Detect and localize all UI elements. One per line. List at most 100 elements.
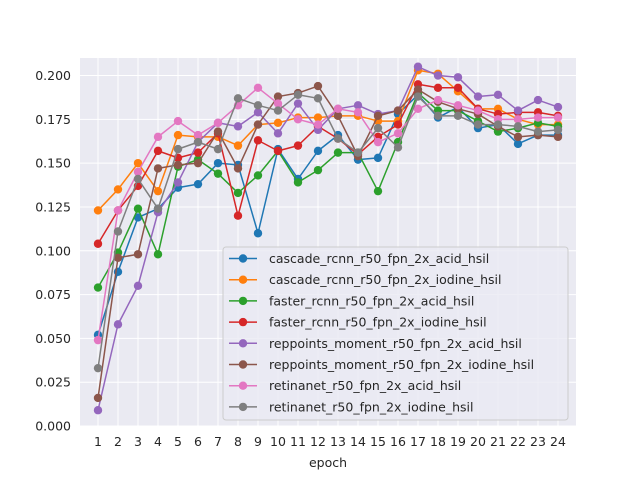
x-tick-label: 24 xyxy=(550,434,566,449)
data-point xyxy=(373,137,383,147)
legend-label: cascade_rcnn_r50_fpn_2x_iodine_hsil xyxy=(269,272,501,287)
data-point xyxy=(473,106,483,115)
x-tick-label: 13 xyxy=(330,434,346,449)
data-point xyxy=(513,115,523,124)
data-point xyxy=(133,213,143,222)
series-retinanet_r50_fpn_2x_acid_hsil xyxy=(93,83,563,345)
data-point xyxy=(213,158,223,168)
data-point xyxy=(133,250,143,259)
y-tick-label: 0.150 xyxy=(35,156,71,171)
data-point xyxy=(373,111,383,121)
data-point xyxy=(153,164,163,173)
legend-item: reppoints_moment_r50_fpn_2x_acid_hsil xyxy=(229,336,522,351)
data-point xyxy=(113,320,123,329)
x-tick-label: 6 xyxy=(194,434,202,449)
x-tick-label: 11 xyxy=(290,434,306,449)
x-tick-label: 18 xyxy=(430,434,446,449)
data-point xyxy=(553,102,563,112)
x-tick-label: 22 xyxy=(510,434,526,449)
data-point xyxy=(313,113,323,122)
legend-item: cascade_rcnn_r50_fpn_2x_iodine_hsil xyxy=(229,272,501,287)
legend-item: retinanet_r50_fpn_2x_acid_hsil xyxy=(229,378,461,393)
data-point xyxy=(213,169,223,178)
data-point xyxy=(253,101,263,110)
y-tick-label: 0.050 xyxy=(35,331,71,346)
legend-marker xyxy=(238,275,248,284)
x-tick-label: 8 xyxy=(234,434,242,449)
legend-marker xyxy=(238,339,248,348)
data-point xyxy=(133,281,143,291)
data-point xyxy=(293,141,303,150)
data-point xyxy=(433,95,443,105)
legend-marker xyxy=(238,381,248,390)
x-tick-label: 23 xyxy=(530,434,546,449)
data-point xyxy=(333,148,343,157)
y-tick-labels: 0.000 0.025 0.050 0.075 0.100 0.125 0.150 0.175… xyxy=(35,68,71,433)
data-point xyxy=(273,92,283,101)
data-point xyxy=(153,204,163,213)
x-tick-label: 21 xyxy=(490,434,506,449)
data-point xyxy=(173,178,183,187)
data-point xyxy=(233,122,243,131)
series-layer xyxy=(93,62,563,415)
data-point xyxy=(113,253,123,262)
data-point xyxy=(113,227,123,236)
legend-item: faster_rcnn_r50_fpn_2x_acid_hsil xyxy=(229,293,474,308)
data-point xyxy=(253,171,263,180)
legend-label: reppoints_moment_r50_fpn_2x_acid_hsil xyxy=(269,336,522,351)
data-point xyxy=(193,148,203,157)
legend-box xyxy=(222,246,569,421)
legend-marker xyxy=(238,296,248,306)
data-point xyxy=(373,123,383,133)
data-point xyxy=(253,136,263,145)
y-tick-label: 0.000 xyxy=(35,419,71,434)
data-point xyxy=(313,165,323,175)
data-point xyxy=(333,134,343,143)
data-point xyxy=(93,283,103,292)
data-point xyxy=(513,106,523,115)
data-point xyxy=(273,99,283,108)
x-tick-label: 14 xyxy=(350,434,366,449)
data-point xyxy=(433,71,443,80)
y-tick-label: 0.100 xyxy=(35,243,71,258)
legend-marker xyxy=(238,402,248,412)
x-tick-label: 9 xyxy=(254,434,262,449)
data-point xyxy=(273,129,283,138)
data-point xyxy=(233,164,243,173)
data-point xyxy=(193,179,203,189)
x-tick-label: 16 xyxy=(390,434,406,449)
data-point xyxy=(193,130,203,140)
data-point xyxy=(273,146,283,156)
data-point xyxy=(453,83,463,92)
data-point xyxy=(173,130,183,140)
legend-marker xyxy=(238,360,248,369)
legend-label: retinanet_r50_fpn_2x_iodine_hsil xyxy=(269,399,473,414)
x-tick-label: 4 xyxy=(154,434,162,449)
x-tick-label: 15 xyxy=(370,434,386,449)
data-point xyxy=(93,239,103,248)
data-point xyxy=(373,186,383,196)
data-point xyxy=(293,178,303,187)
data-point xyxy=(253,83,263,92)
data-point xyxy=(473,92,483,101)
data-point xyxy=(373,153,383,163)
data-point xyxy=(493,90,503,100)
data-point xyxy=(333,104,343,114)
data-point xyxy=(513,132,523,142)
data-point xyxy=(153,146,163,156)
legend-marker xyxy=(238,254,248,263)
data-point xyxy=(413,62,423,71)
data-point xyxy=(413,104,423,114)
legend-label: retinanet_r50_fpn_2x_acid_hsil xyxy=(269,378,461,393)
data-point xyxy=(233,211,243,220)
y-tick-label: 0.075 xyxy=(35,287,71,302)
data-point xyxy=(413,85,423,94)
data-point xyxy=(253,108,263,117)
data-point xyxy=(93,406,103,415)
data-point xyxy=(213,127,223,136)
data-point xyxy=(273,106,283,115)
legend-label: faster_rcnn_r50_fpn_2x_acid_hsil xyxy=(269,293,474,308)
data-point xyxy=(133,204,143,213)
x-tick-label: 12 xyxy=(310,434,326,449)
